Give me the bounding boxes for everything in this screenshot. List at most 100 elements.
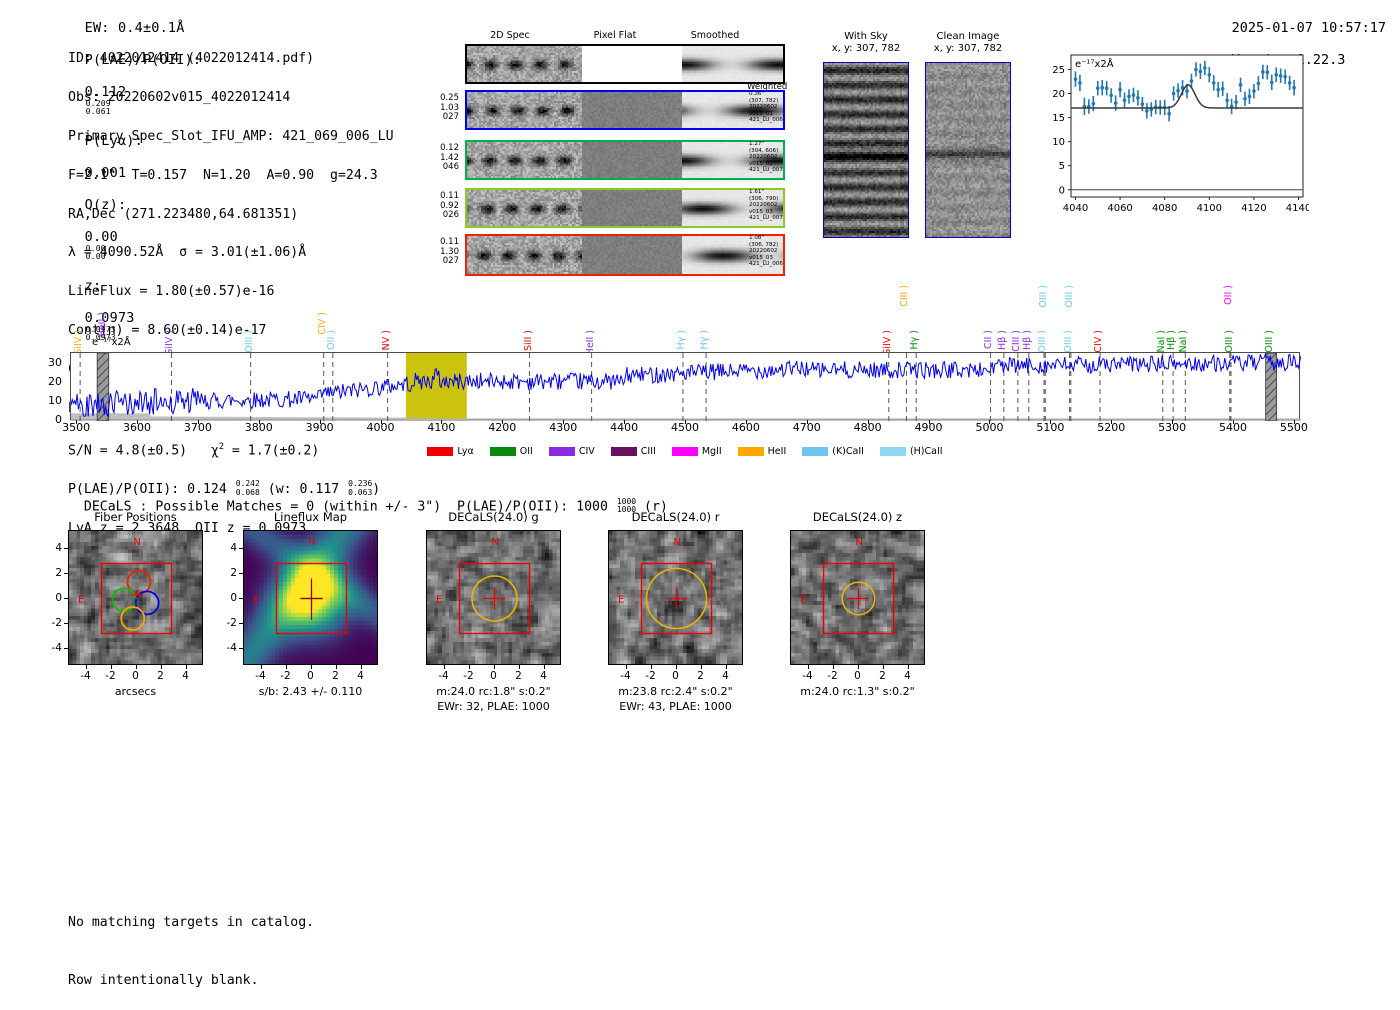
emission-line-label: CIII ) — [899, 285, 911, 307]
panel-xtick-label: 0 — [132, 670, 139, 682]
svg-text:E: E — [800, 595, 806, 606]
gaussian-fit-plot: 4040 4060 4080 4100 4120 4140 0 5 10 15 20 25 e⁻¹⁷x2… — [1037, 47, 1311, 221]
emission-line-label: OII ) — [325, 330, 337, 350]
primary-spec-line: Primary Spec_Slot_IFU_AMP: 421_069_006_L… — [68, 129, 394, 145]
emission-line-label: Hγ ) — [699, 330, 711, 350]
panel-xtick-mark — [493, 665, 495, 669]
panel-xtick-label: -4 — [80, 670, 91, 682]
panel-ytick-label: -4 — [226, 641, 237, 654]
panel-xtick-label: -2 — [105, 670, 116, 682]
panel-xtick-label: 0 — [307, 670, 314, 682]
panel-overlay: NE — [800, 537, 895, 635]
footer-line-1: No matching targets in catalog. — [68, 914, 315, 930]
panel-xtick-mark — [882, 665, 884, 669]
spec2d-row-right-label: 1.08" (306, 782) 20220602 v015_03 421_LU_006 — [749, 235, 783, 268]
panel-ytick-mark — [64, 572, 68, 574]
panel-xtick-mark — [310, 665, 312, 669]
panel-xtick-label: -2 — [280, 670, 291, 682]
spectrum-xtick: 4500 — [671, 421, 699, 434]
legend-item: CIV — [548, 445, 595, 457]
qz-label: Q(z): — [84, 196, 127, 213]
spectrum-ytick: 10 — [48, 394, 62, 408]
decals-panel-0: Fiber Positions N E -4 -4 -2 -2 0 0 2 2 4 4 arcsecs — [52, 510, 203, 725]
panel-xtick-mark — [725, 665, 727, 669]
panel-xtick-mark — [807, 665, 809, 669]
spectrum-xtick-mark — [1050, 420, 1052, 424]
full-spectrum-plot — [70, 352, 1301, 421]
panel-xtick-label: 0 — [854, 670, 861, 682]
legend-item: CIII — [610, 446, 656, 457]
legend-label: CIV — [578, 445, 595, 457]
spectrum-xtick-mark — [76, 420, 78, 424]
spec2d-cell-smoothed — [682, 190, 783, 226]
spectrum-xtick: 4700 — [792, 421, 821, 434]
target-info-block: ID: 4022012414 (4022012414.pdf) Obs: 202… — [68, 30, 403, 557]
z-label: z: — [84, 277, 102, 294]
ew-value: EW: 0.4±0.1Å — [84, 20, 185, 36]
panel-title: Lineflux Map — [273, 510, 348, 524]
legend-swatch — [427, 446, 454, 456]
spectrum-xtick-mark — [806, 420, 808, 424]
legend-swatch — [489, 446, 516, 456]
spec2d-cell-smoothed — [682, 142, 783, 178]
panel-ytick-mark — [239, 622, 243, 624]
spec2d-row — [465, 44, 785, 84]
spectrum-xtick-mark — [928, 420, 930, 424]
footer-line-2: Row intentionally blank. — [68, 973, 259, 989]
col-header-smoothed: Smoothed — [690, 30, 740, 41]
svg-text:4080: 4080 — [1152, 203, 1177, 214]
panel-ytick-label: 4 — [55, 541, 62, 554]
panel-caption: m:24.0 rc:1.3" s:0.2" — [800, 685, 915, 698]
spectrum-xtick-mark — [1111, 420, 1113, 424]
panel-caption: s/b: 2.43 +/- 0.110 — [258, 685, 363, 698]
svg-text:4060: 4060 — [1107, 203, 1132, 214]
emission-line-label: CIII ) — [1010, 330, 1022, 352]
spectrum-xtick: 4400 — [610, 421, 639, 434]
panel-xtick-mark — [625, 665, 627, 669]
spec2d-row — [465, 90, 785, 130]
spectrum-xtick-mark — [745, 420, 747, 424]
panel-xtick-mark — [700, 665, 702, 669]
spec2d-cell-pixelflat — [582, 46, 682, 82]
spec2d-cell-2dspec — [467, 190, 582, 226]
emission-line-label: Hβ ) — [996, 330, 1008, 350]
spectrum-xtick: 5000 — [975, 421, 1004, 434]
spectrum-xtick: 4300 — [549, 421, 578, 434]
svg-text:10: 10 — [1052, 137, 1065, 148]
plya-value: 0.001 — [84, 164, 127, 181]
svg-text:E: E — [253, 595, 259, 606]
col-header-pixelflat: Pixel Flat — [593, 30, 637, 41]
panel-title: DECaLS(24.0) g — [448, 510, 539, 524]
spec2d-cell-smoothed — [682, 236, 783, 274]
emission-line-label: OIII ) — [1263, 330, 1275, 353]
spec2d-row-right-label: 0.36" (307, 782) 20220602 v015_01 421_LU_006 — [749, 91, 783, 124]
spec2d-cell-pixelflat — [582, 236, 682, 274]
z-value: 0.0973 — [84, 309, 135, 326]
gaussian-fit-svg: 4040 4060 4080 4100 4120 4140 0 5 10 15 20 25 e⁻¹⁷x2… — [1052, 54, 1311, 214]
panel-xtick-mark — [360, 665, 362, 669]
spectrum-xtick: 5100 — [1036, 421, 1065, 434]
legend-label: (K)CaII — [832, 445, 864, 457]
cutout-title-withsky: With Sky x, y: 307, 782 — [831, 31, 901, 54]
legend-label: HeII — [767, 445, 787, 457]
plya-label: P(Lyα): — [84, 132, 143, 149]
legend-swatch — [737, 446, 764, 456]
panel-xtick-label: -2 — [463, 670, 474, 682]
seeing-params-line: F=2.1" T=0.157 N=1.20 A=0.90 g=24.3 — [68, 167, 378, 183]
panel-ytick-label: 2 — [230, 566, 237, 579]
panel-ytick-label: 4 — [230, 541, 237, 554]
panel-ytick-mark — [239, 572, 243, 574]
plae-poii-value: 0.112 — [84, 84, 127, 100]
z-range: 0.0973 0.0973 — [85, 324, 116, 342]
footer-text: No matching targets in catalog. Row inte… — [68, 874, 314, 1010]
svg-text:E: E — [436, 595, 442, 606]
spec2d-montage: 2D Spec Pixel Flat Smoothed Weighted Sum… — [425, 30, 815, 276]
spec2d-row-left-label: 0.12 1.42 046 — [440, 143, 459, 173]
emission-line-label: OIII ) — [1037, 330, 1049, 353]
decals-plae-range: 1000 1000 — [616, 497, 637, 515]
